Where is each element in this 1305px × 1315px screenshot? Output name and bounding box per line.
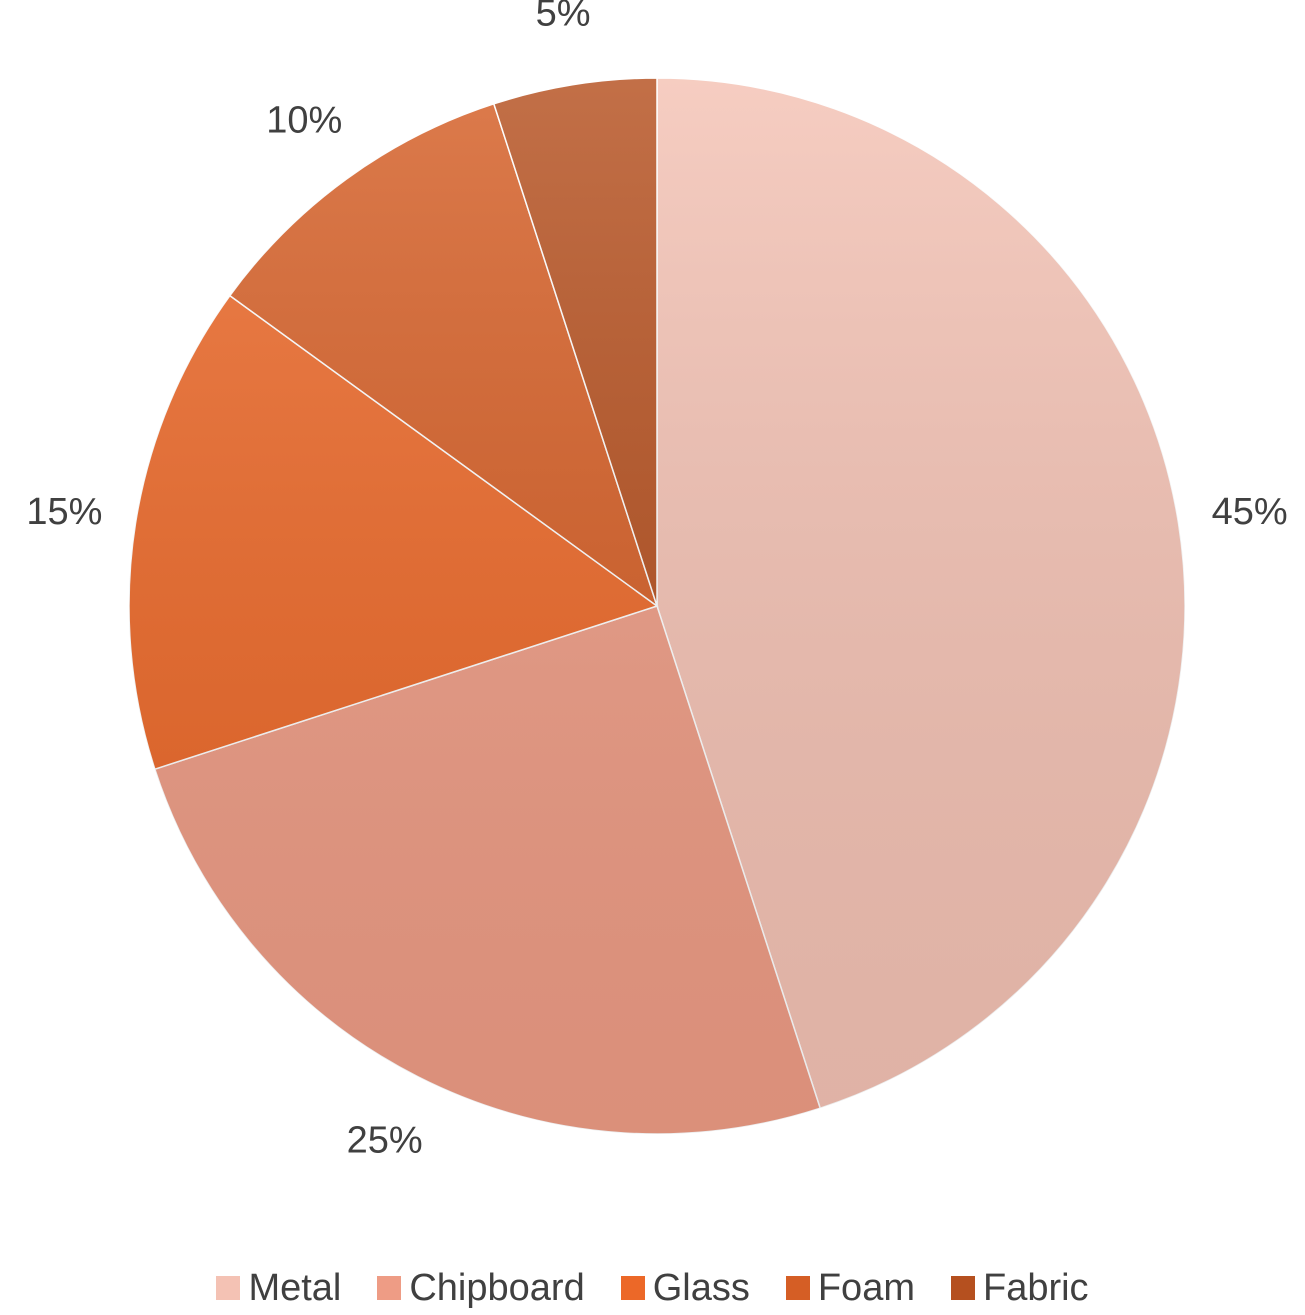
legend-swatch (377, 1276, 402, 1300)
legend-swatch (216, 1276, 241, 1300)
data-label-fabric: 5% (536, 0, 591, 34)
legend-label: Chipboard (409, 1267, 585, 1309)
legend-label: Glass (652, 1267, 750, 1309)
data-label-glass: 15% (26, 491, 102, 533)
legend-swatch (620, 1276, 645, 1300)
pie-slices (128, 77, 1186, 1135)
data-label-foam: 10% (266, 100, 342, 142)
data-labels: 45% 25% 15% 10% 5% (26, 0, 1287, 1162)
legend-item-chipboard: Chipboard (377, 1266, 585, 1310)
legend-swatch (785, 1276, 810, 1300)
legend-item-metal: Metal (216, 1266, 341, 1310)
data-label-chipboard: 25% (347, 1120, 423, 1162)
legend-swatch (950, 1276, 975, 1300)
pie-chart: 45% 25% 15% 10% 5% (26, 0, 1287, 1162)
legend-label: Metal (248, 1267, 342, 1309)
legend: Metal Chipboard Glass Foam Fabric (0, 1266, 1305, 1310)
legend-item-fabric: Fabric (950, 1266, 1089, 1310)
data-label-metal: 45% (1212, 491, 1288, 533)
legend-item-glass: Glass (620, 1266, 750, 1310)
legend-item-foam: Foam (785, 1266, 915, 1310)
legend-label: Foam (817, 1267, 915, 1309)
legend-label: Fabric (982, 1267, 1089, 1309)
